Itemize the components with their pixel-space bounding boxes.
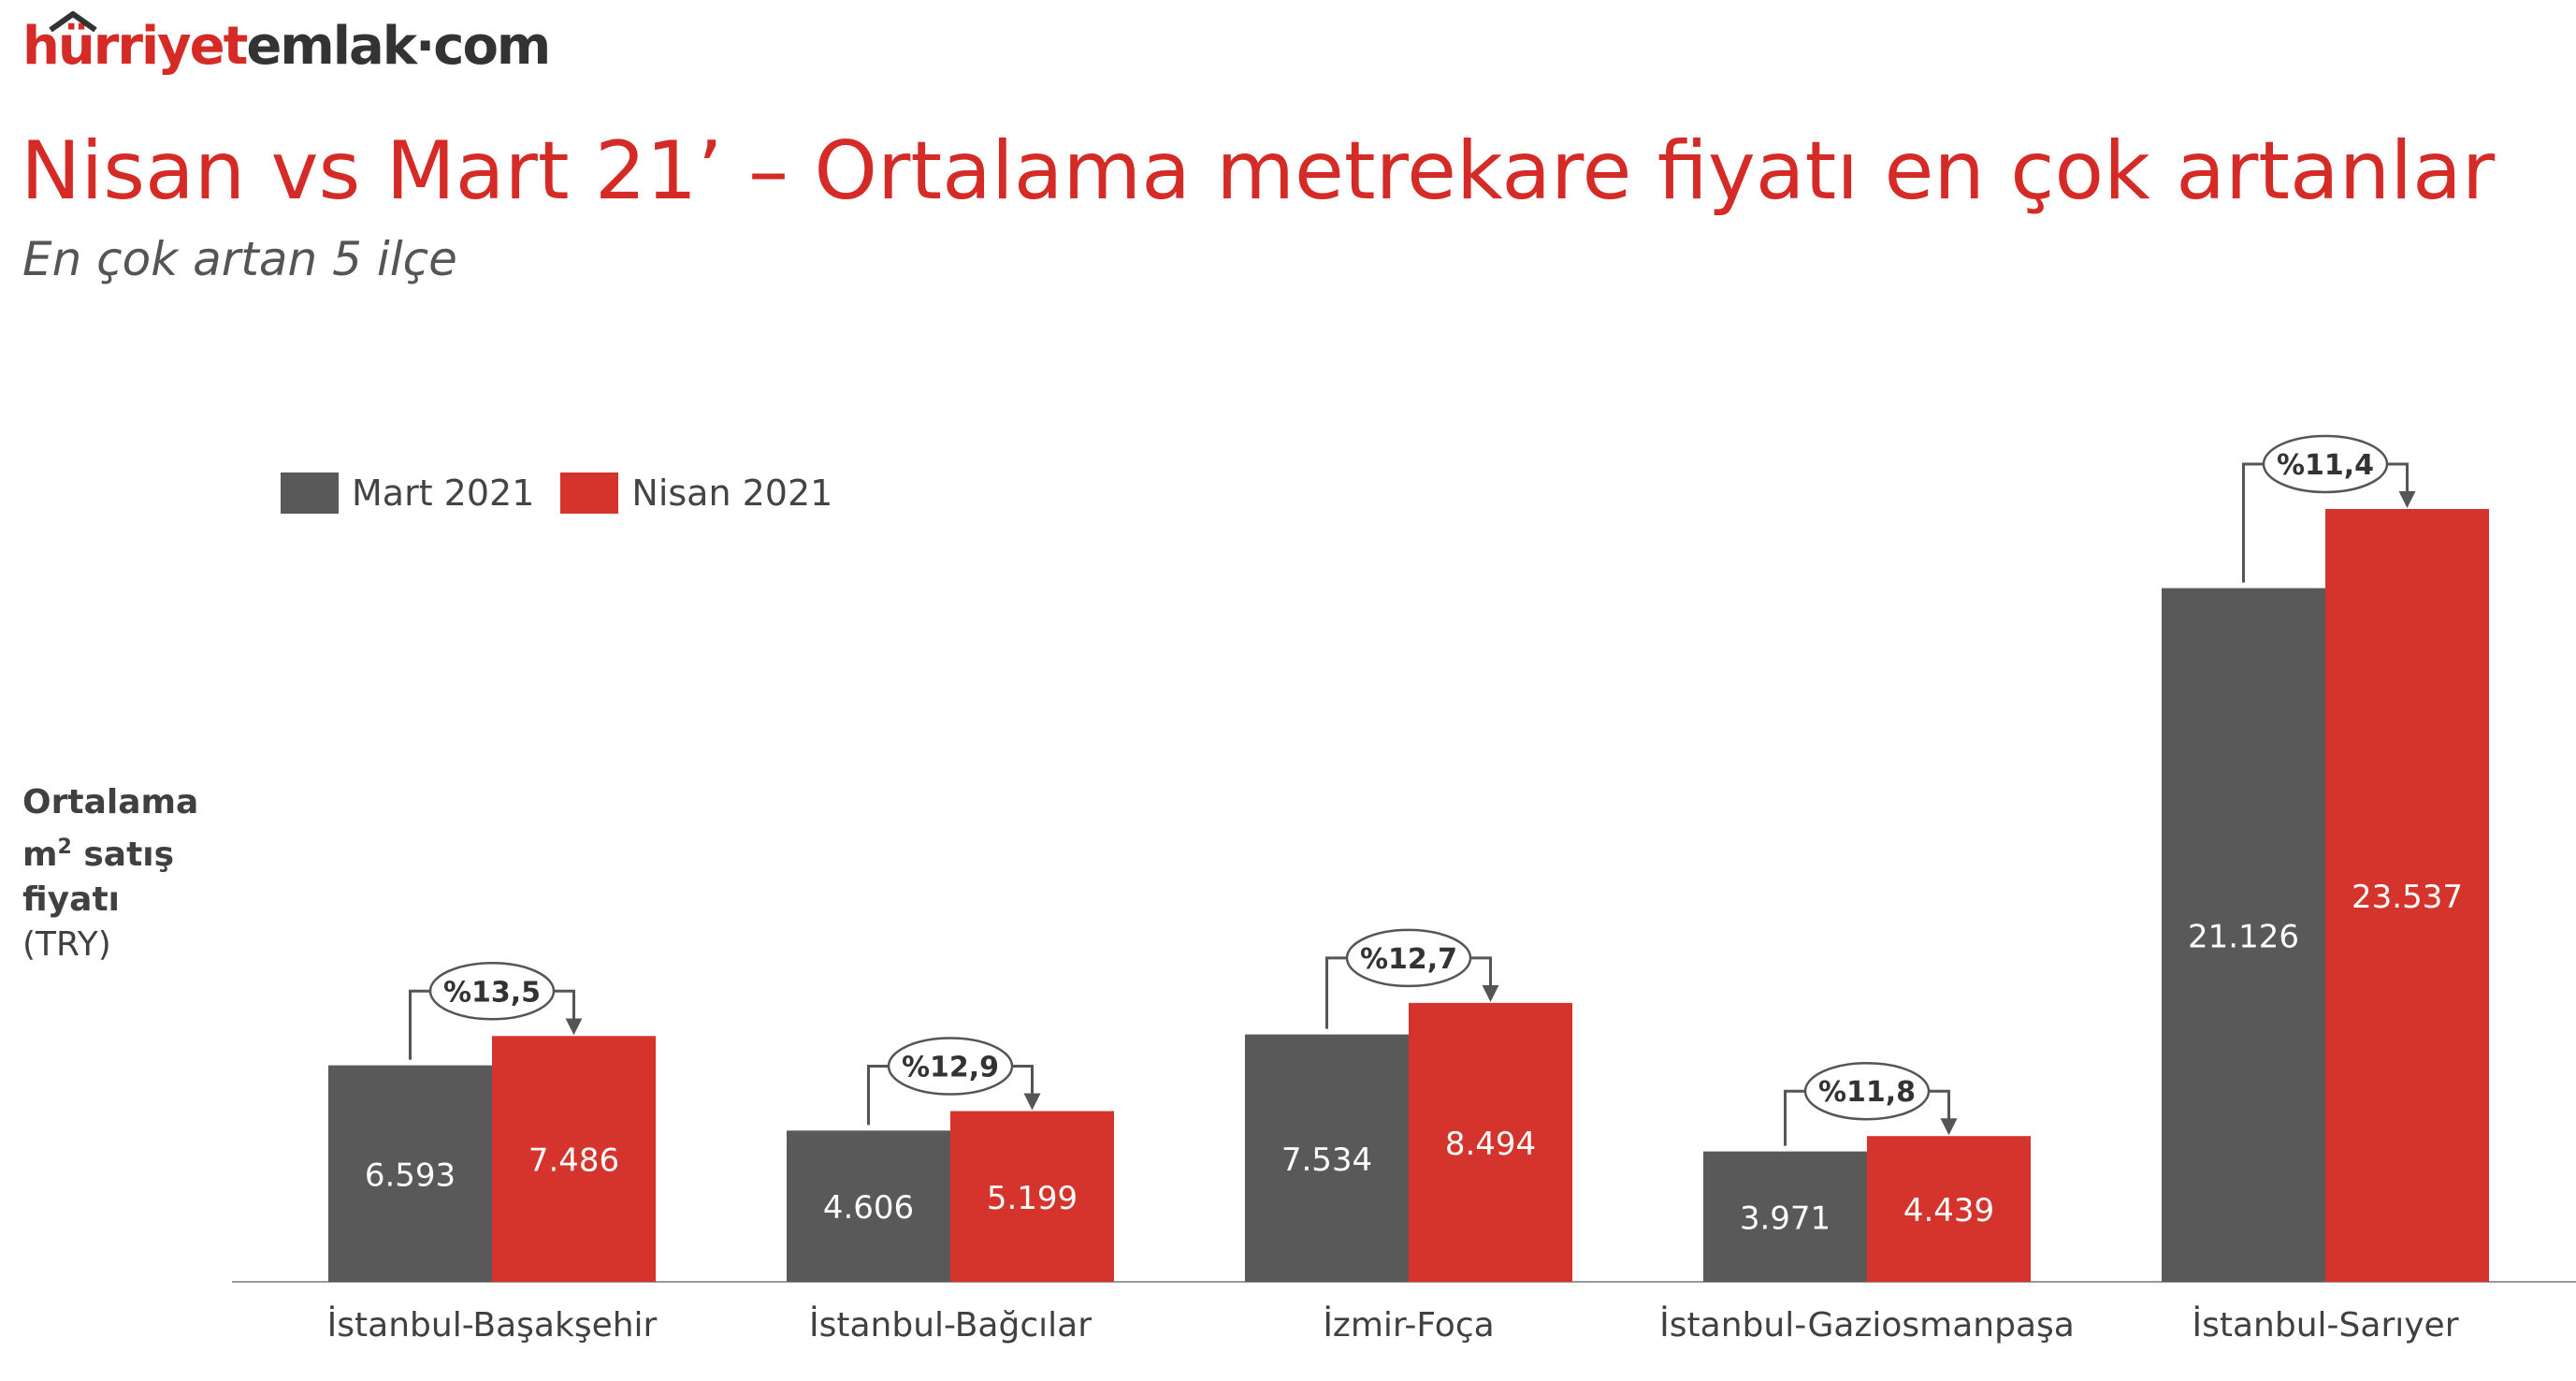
bar-nisan-0: [492, 1036, 656, 1282]
category-label-1: İstanbul-Bağcılar: [809, 1305, 1092, 1345]
logo: hürriyetemlak·com: [22, 11, 551, 73]
legend: Mart 2021 Nisan 2021: [281, 472, 832, 514]
data-label-nisan-3: 4.439: [1903, 1192, 1994, 1229]
legend-label-mart: Mart 2021: [352, 472, 535, 514]
data-label-mart-1: 4.606: [823, 1189, 914, 1227]
legend-swatch-nisan: [560, 472, 619, 514]
bar-mart-3: [1703, 1151, 1867, 1282]
bar-nisan-4: [2325, 508, 2489, 1282]
bar-mart-1: [787, 1130, 950, 1282]
chart-title: Nisan vs Mart 21’ – Ortalama metrekare f…: [21, 124, 2496, 218]
data-label-nisan-2: 8.494: [1445, 1126, 1536, 1163]
change-bubble-2: [1345, 928, 1472, 988]
change-bubble-0: [428, 962, 556, 1021]
data-label-nisan-4: 23.537: [2352, 879, 2463, 916]
category-label-0: İstanbul-Başakşehir: [327, 1305, 658, 1345]
change-label-2: %12,7: [1360, 943, 1457, 976]
bar-nisan-3: [1867, 1136, 2031, 1282]
data-label-mart-2: 7.534: [1281, 1141, 1372, 1179]
category-label-4: İstanbul-Sarıyer: [2192, 1305, 2459, 1345]
legend-label-nisan: Nisan 2021: [631, 472, 833, 514]
bar-mart-0: [328, 1065, 492, 1282]
logo-hurriyet: hürriyet: [22, 16, 248, 77]
y-axis-label: Ortalama m2 satış fiyatı (TRY): [22, 780, 198, 967]
data-label-mart-0: 6.593: [365, 1156, 456, 1194]
legend-item-nisan: Nisan 2021: [560, 472, 832, 514]
y-axis-label-line1: Ortalama: [22, 783, 199, 821]
data-label-mart-4: 21.126: [2188, 918, 2299, 955]
y-axis-label-line4: (TRY): [22, 925, 111, 964]
change-bubble-1: [887, 1037, 1014, 1096]
category-label-2: İzmir-Foça: [1323, 1305, 1494, 1345]
category-label-3: İstanbul-Gaziosmanpaşa: [1659, 1305, 2075, 1345]
bar-mart-4: [2162, 588, 2325, 1282]
logo-roof-icon: [49, 11, 97, 32]
legend-item-mart: Mart 2021: [281, 472, 534, 514]
change-label-4: %11,4: [2277, 449, 2374, 482]
bar-nisan-2: [1409, 1002, 1572, 1282]
legend-swatch-mart: [281, 472, 339, 514]
data-label-nisan-1: 5.199: [987, 1180, 1078, 1217]
data-label-mart-3: 3.971: [1740, 1199, 1831, 1237]
change-label-0: %13,5: [443, 976, 541, 1009]
change-label-1: %12,9: [902, 1052, 999, 1084]
change-bubble-3: [1803, 1061, 1931, 1121]
y-axis-label-line3: fiyatı: [22, 880, 120, 919]
y-axis-label-line2: m2 satış: [22, 836, 175, 874]
change-bubble-4: [2262, 434, 2389, 494]
data-label-nisan-0: 7.486: [528, 1142, 619, 1180]
chart-subtitle: En çok artan 5 ilçe: [22, 232, 457, 286]
bar-mart-2: [1245, 1034, 1409, 1282]
bar-nisan-1: [950, 1111, 1114, 1282]
change-label-3: %11,8: [1818, 1076, 1916, 1109]
logo-emlak: emlak·com: [246, 16, 551, 77]
